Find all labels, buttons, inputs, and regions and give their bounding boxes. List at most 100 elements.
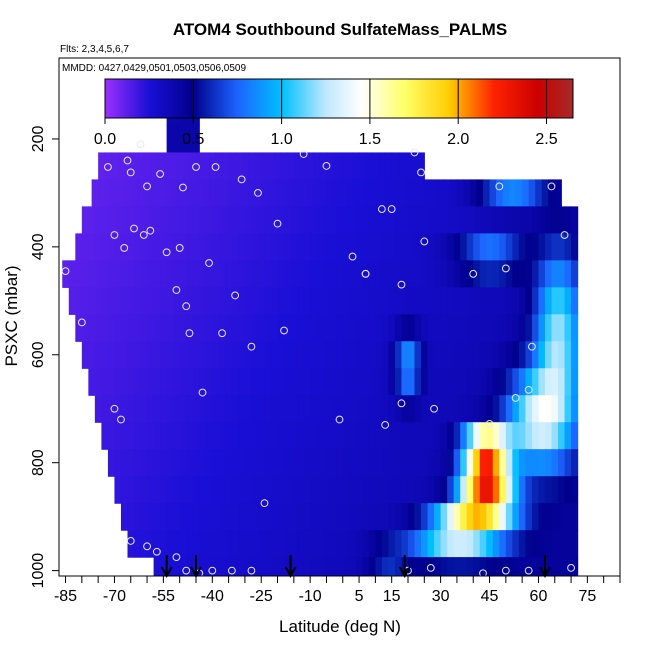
heatmap-cell: [388, 557, 396, 576]
heatmap-cell: [271, 449, 279, 477]
heatmap-cell: [101, 395, 109, 423]
heatmap-cell: [512, 503, 520, 531]
heatmap-cell: [375, 341, 383, 369]
heatmap-cell: [199, 503, 207, 531]
heatmap-cell: [378, 179, 386, 207]
heatmap-cell: [440, 422, 448, 450]
heatmap-cell: [531, 503, 540, 531]
heatmap-cell: [277, 368, 285, 396]
heatmap-cell: [404, 152, 412, 181]
heatmap-cell: [271, 422, 279, 450]
heatmap-cell: [434, 260, 442, 288]
heatmap-cell: [447, 233, 455, 261]
heatmap-cell: [342, 260, 350, 288]
heatmap-cell: [192, 368, 200, 396]
heatmap-cell: [336, 449, 344, 477]
heatmap-cell: [101, 341, 109, 369]
heatmap-cell: [147, 233, 155, 261]
sample-point: [485, 419, 494, 428]
heatmap-cell: [212, 422, 220, 450]
y-tick-label: 400: [30, 233, 47, 260]
heatmap-cell: [355, 341, 363, 369]
heatmap-cell: [564, 206, 572, 234]
heatmap-cell: [492, 449, 500, 477]
heatmap-cell: [447, 206, 455, 234]
heatmap-cell: [179, 395, 187, 423]
heatmap-cell: [499, 449, 507, 477]
heatmap-cell: [140, 368, 148, 396]
heatmap-cell: [342, 206, 350, 234]
heatmap-cell: [150, 152, 158, 181]
heatmap-cell: [453, 233, 461, 261]
sample-point: [469, 269, 478, 278]
heatmap-cell: [75, 260, 83, 288]
heatmap-cell: [192, 449, 200, 477]
heatmap-cell: [101, 368, 109, 396]
heatmap-cell: [127, 476, 135, 504]
heatmap-cell: [414, 422, 422, 450]
heatmap-cell: [381, 476, 390, 504]
heatmap-cell: [271, 557, 279, 576]
heatmap-cell: [257, 341, 266, 369]
heatmap-cell: [104, 179, 112, 207]
heatmap-cell: [499, 368, 507, 396]
heatmap-cell: [469, 179, 478, 207]
heatmap-cell: [349, 503, 357, 531]
heatmap-cell: [558, 422, 566, 450]
heatmap-cell: [571, 341, 579, 369]
heatmap-cell: [238, 503, 246, 531]
heatmap-cell: [264, 206, 272, 234]
heatmap-cell: [251, 260, 259, 288]
heatmap-cell: [166, 503, 174, 531]
heatmap-cell: [342, 422, 350, 450]
heatmap-cell: [179, 368, 187, 396]
heatmap-cell: [225, 368, 233, 396]
heatmap-cell: [254, 179, 262, 207]
heatmap-cell: [238, 206, 246, 234]
heatmap-cell: [473, 287, 481, 315]
heatmap-cell: [359, 179, 367, 207]
heatmap-cell: [447, 503, 455, 531]
heatmap-cell: [297, 503, 305, 531]
heatmap-cell: [68, 260, 76, 288]
heatmap-cell: [166, 476, 174, 504]
heatmap-cell: [525, 395, 533, 423]
heatmap-cell: [486, 557, 494, 576]
sample-point: [123, 156, 132, 165]
heatmap-cell: [394, 233, 403, 261]
x-tick-label: 5: [355, 588, 364, 605]
heatmap-cell: [525, 314, 533, 342]
heatmap-cell: [531, 314, 540, 342]
heatmap-cell: [303, 206, 311, 234]
heatmap-cell: [531, 395, 540, 423]
heatmap-cell: [248, 152, 256, 181]
heatmap-cell: [434, 422, 442, 450]
heatmap-cell: [525, 260, 533, 288]
heatmap-cell: [473, 476, 481, 504]
heatmap-cell: [571, 260, 579, 288]
heatmap-cell: [414, 341, 422, 369]
heatmap-cell: [492, 557, 500, 576]
heatmap-cell: [284, 368, 292, 396]
heatmap-cell: [316, 368, 324, 396]
heatmap-cell: [362, 233, 370, 261]
heatmap-cell: [544, 368, 553, 396]
heatmap-cell: [355, 530, 363, 558]
heatmap-cell: [424, 179, 432, 207]
heatmap-cell: [218, 422, 226, 450]
flights-label: Flts: 2,3,4,5,6,7: [60, 44, 129, 55]
heatmap-cell: [531, 422, 540, 450]
heatmap-cell: [120, 368, 129, 396]
heatmap-cell: [205, 449, 213, 477]
heatmap-cell: [218, 476, 226, 504]
heatmap-cell: [381, 449, 390, 477]
heatmap-cell: [107, 341, 116, 369]
heatmap-cell: [544, 395, 553, 423]
heatmap-cell: [101, 233, 109, 261]
heatmap-cell: [290, 530, 298, 558]
heatmap-cell: [538, 449, 546, 477]
heatmap-cell: [473, 530, 481, 558]
sample-point: [104, 163, 112, 171]
heatmap-cell: [407, 503, 416, 531]
heatmap-cell: [238, 233, 246, 261]
